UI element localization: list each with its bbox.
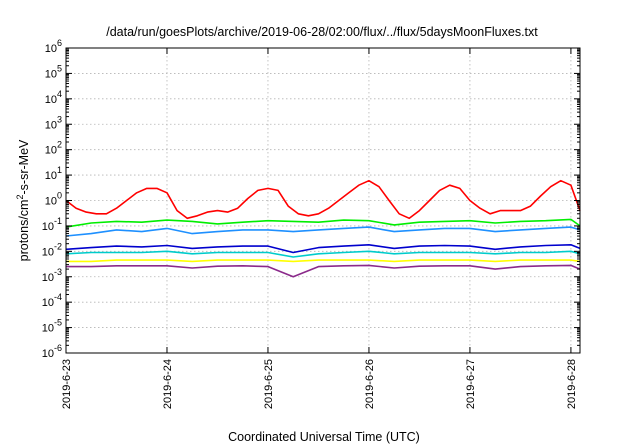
y-tick-exponent: -3 [54, 267, 62, 277]
y-tick-base: 10 [42, 272, 54, 284]
y-tick-base: 10 [42, 297, 54, 309]
series-line-6 [66, 259, 581, 263]
x-tick-label: 2019-6-28 [566, 359, 578, 409]
y-tick-label: 10-5 [42, 318, 62, 335]
y-tick-exponent: 5 [57, 63, 62, 73]
y-tick-exponent: -1 [54, 216, 62, 226]
y-tick-base: 10 [45, 68, 57, 80]
y-tick-base: 10 [42, 323, 54, 335]
y-tick-label: 102 [45, 140, 62, 157]
y-tick-label: 10-4 [42, 292, 62, 309]
y-tick-base: 10 [42, 246, 54, 258]
y-tick-label: 10-6 [42, 343, 62, 360]
series-line-2 [65, 218, 581, 228]
y-tick-label: 106 [45, 38, 62, 55]
series-line-1 [65, 179, 581, 220]
y-tick-exponent: 1 [57, 165, 62, 175]
y-tick-exponent: 3 [57, 114, 62, 124]
y-tick-base: 10 [45, 94, 57, 106]
y-axis-label-exponent: 2 [15, 195, 25, 200]
x-tick-label: 2019-6-24 [162, 359, 174, 409]
y-tick-label: 10-1 [42, 216, 62, 233]
series-line-5 [65, 250, 581, 258]
y-tick-label: 104 [45, 89, 62, 106]
y-tick-labels: 10-610-510-410-310-210-11001011021031041… [42, 38, 62, 360]
series-line-7 [66, 264, 581, 278]
y-axis-label: protons/cm2-s-sr-MeV [15, 139, 31, 261]
y-tick-base: 10 [45, 43, 57, 55]
y-tick-exponent: 6 [57, 38, 62, 48]
y-tick-base: 10 [42, 221, 54, 233]
x-tick-label: 2019-6-23 [61, 359, 73, 409]
series-group [65, 179, 581, 278]
x-axis-label: Coordinated Universal Time (UTC) [228, 430, 420, 444]
x-tick-label: 2019-6-26 [364, 359, 376, 409]
y-tick-exponent: 4 [57, 89, 62, 99]
y-tick-base: 10 [42, 348, 54, 360]
y-tick-exponent: 0 [57, 191, 62, 201]
y-tick-exponent: 2 [57, 140, 62, 150]
ticks [65, 47, 580, 354]
y-tick-exponent: -5 [54, 318, 62, 328]
y-tick-base: 10 [45, 196, 57, 208]
y-tick-label: 103 [45, 114, 62, 131]
y-tick-label: 10-3 [42, 267, 62, 284]
y-tick-exponent: -4 [54, 292, 62, 302]
y-tick-base: 10 [45, 145, 57, 157]
y-tick-label: 100 [45, 191, 62, 208]
y-axis-label-base: protons/cm [17, 200, 31, 262]
series-line-3 [65, 226, 581, 237]
y-tick-exponent: -2 [54, 241, 62, 251]
grid [66, 48, 580, 353]
x-tick-label: 2019-6-27 [465, 359, 477, 409]
y-tick-base: 10 [45, 119, 57, 131]
x-tick-label: 2019-6-25 [263, 359, 275, 409]
y-tick-label: 105 [45, 63, 62, 80]
series-line-4 [65, 244, 581, 254]
y-tick-label: 10-2 [42, 241, 62, 258]
y-tick-label: 101 [45, 165, 62, 182]
y-axis-label-units: -s-sr-MeV [17, 139, 31, 195]
chart-title: /data/run/goesPlots/archive/2019-06-28/0… [106, 25, 538, 39]
x-tick-labels: 2019-6-23 2019-6-24 2019-6-25 2019-6-26 2019… [61, 359, 578, 409]
y-tick-base: 10 [45, 170, 57, 182]
y-tick-exponent: -6 [54, 343, 62, 353]
